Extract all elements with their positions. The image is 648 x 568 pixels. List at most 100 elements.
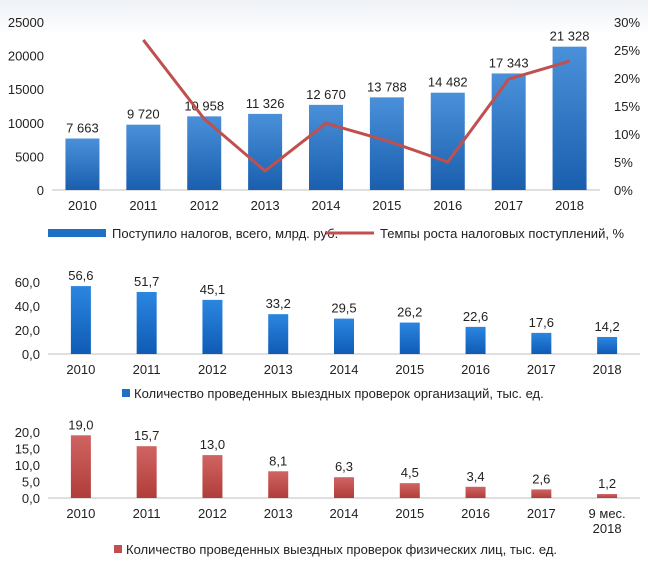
x-tick-label: 2010 xyxy=(66,506,95,521)
x-tick-label: 2018 xyxy=(555,198,584,213)
revenue-bar xyxy=(430,92,465,190)
bar-data-label: 3,4 xyxy=(467,469,485,484)
bar-data-label: 29,5 xyxy=(331,301,356,316)
bar-data-label: 22,6 xyxy=(463,309,488,324)
y-tick-label: 0 xyxy=(37,183,44,198)
tax-revenue-chart-panel: 0 5000 10000 15000 20000 25000 0% 5% 10% 15% 20% 25… xyxy=(0,0,648,250)
individual-audit-bar xyxy=(70,435,91,498)
x-tick-label: 2014 xyxy=(330,506,359,521)
x-tick-label: 2015 xyxy=(395,506,424,521)
organization-audit-bar xyxy=(268,314,289,354)
individual-audit-bar xyxy=(202,455,223,498)
x-tick-label-line: 2016 xyxy=(461,362,490,377)
organization-audits-chart-panel: 0,0 20,0 40,0 60,0 56,6 2010 51,7 2011 45,1 2012 3… xyxy=(0,262,648,402)
revenue-data-label: 21 328 xyxy=(550,29,590,44)
legend-label: Количество проведенных выездных проверок… xyxy=(126,542,557,557)
y-tick-label: 0,0 xyxy=(22,347,40,362)
x-tick-label-line: 2010 xyxy=(66,506,95,521)
x-tick-label-line: 2013 xyxy=(264,506,293,521)
organization-audit-bar xyxy=(202,299,223,354)
x-tick-label-line: 2016 xyxy=(461,506,490,521)
y2-tick-label: 20% xyxy=(614,71,640,86)
bar-data-label: 26,2 xyxy=(397,305,422,320)
y-tick-label: 20,0 xyxy=(15,425,40,440)
organization-audit-bar xyxy=(399,322,420,354)
legend-label-revenue: Поступило налогов, всего, млрд. руб. xyxy=(112,226,338,241)
x-tick-label-line: 2014 xyxy=(330,506,359,521)
revenue-data-label: 9 720 xyxy=(127,107,160,122)
x-tick-label: 2016 xyxy=(461,506,490,521)
y-tick-label: 15,0 xyxy=(15,442,40,457)
x-tick-label-line: 2011 xyxy=(133,506,161,521)
bar-data-label: 13,0 xyxy=(200,437,225,452)
x-tick-label: 2014 xyxy=(330,362,359,377)
bar-data-label: 14,2 xyxy=(594,319,619,334)
x-tick-label-line: 9 мес. xyxy=(589,506,626,521)
revenue-bar xyxy=(552,46,587,190)
x-tick-label-line: 2015 xyxy=(395,362,424,377)
x-tick-label-line: 2017 xyxy=(527,506,556,521)
x-tick-label: 2012 xyxy=(190,198,219,213)
x-tick-label: 2015 xyxy=(395,362,424,377)
x-tick-label: 2017 xyxy=(494,198,523,213)
y-tick-label: 60,0 xyxy=(15,275,40,290)
x-tick-label-line: 2014 xyxy=(330,362,359,377)
bar-data-label: 33,2 xyxy=(266,296,291,311)
x-tick-label: 2013 xyxy=(264,362,293,377)
y-tick-label: 5000 xyxy=(15,149,44,164)
bar-data-label: 19,0 xyxy=(68,417,93,432)
bar-data-label: 15,7 xyxy=(134,428,159,443)
x-tick-label: 2010 xyxy=(66,362,95,377)
y2-tick-label: 0% xyxy=(614,183,633,198)
bar-data-label: 2,6 xyxy=(532,471,550,486)
bar-data-label: 4,5 xyxy=(401,465,419,480)
x-tick-label: 2011 xyxy=(133,506,161,521)
x-tick-label: 2016 xyxy=(461,362,490,377)
revenue-bar xyxy=(309,104,343,190)
x-tick-label: 2015 xyxy=(372,198,401,213)
x-tick-label: 2012 xyxy=(198,362,227,377)
bar-data-label: 51,7 xyxy=(134,274,159,289)
x-tick-label: 2017 xyxy=(527,506,556,521)
y-tick-label: 40,0 xyxy=(15,299,40,314)
x-tick-label: 2016 xyxy=(433,198,462,213)
x-tick-label-line: 2018 xyxy=(593,521,622,536)
tax-revenue-chart: 0 5000 10000 15000 20000 25000 0% 5% 10% 15% 20% 25… xyxy=(8,15,641,241)
bar-data-label: 56,6 xyxy=(68,268,93,283)
x-tick-label-line: 2011 xyxy=(133,362,161,377)
x-tick-label: 2013 xyxy=(251,198,280,213)
x-tick-label: 2011 xyxy=(133,362,161,377)
y-tick-label: 20000 xyxy=(8,49,44,64)
x-tick-label: 2010 xyxy=(68,198,97,213)
y2-tick-label: 30% xyxy=(614,15,640,30)
organization-audit-bar xyxy=(334,318,354,354)
x-tick-label: 9 мес. 2018 xyxy=(589,506,626,536)
x-tick-label-line: 2012 xyxy=(198,362,227,377)
individual-audits-chart: 0,05,0 10,015,0 20,0 19,0 2010 15,7 2011 13,0 20… xyxy=(15,417,640,557)
x-tick-label-line: 2010 xyxy=(66,362,95,377)
legend-swatch xyxy=(122,389,130,397)
x-tick-label-line: 2013 xyxy=(264,362,293,377)
x-tick-label-line: 2018 xyxy=(593,362,622,377)
x-tick-label: 2011 xyxy=(129,198,157,213)
individual-audit-bar xyxy=(597,494,618,498)
bar-data-label: 17,6 xyxy=(529,315,554,330)
y2-tick-label: 15% xyxy=(614,99,640,114)
revenue-bar xyxy=(248,113,283,190)
revenue-bar xyxy=(65,138,100,190)
individual-audit-bar xyxy=(334,477,354,498)
individual-audit-bar xyxy=(465,486,486,498)
revenue-data-label: 17 343 xyxy=(489,55,529,70)
y-tick-label: 0,0 xyxy=(22,491,40,506)
organization-audit-bar xyxy=(597,336,618,354)
bar-data-label: 6,3 xyxy=(335,459,353,474)
legend-swatch xyxy=(114,545,122,553)
revenue-data-label: 11 326 xyxy=(246,96,285,111)
x-tick-label-line: 2012 xyxy=(198,506,227,521)
individual-audit-bar xyxy=(399,483,420,498)
organization-audit-bar xyxy=(136,291,157,354)
y2-tick-label: 5% xyxy=(614,155,633,170)
bar-data-label: 45,1 xyxy=(200,282,225,297)
y-tick-label: 25000 xyxy=(8,15,44,30)
organization-audits-chart: 0,0 20,0 40,0 60,0 56,6 2010 51,7 2011 45,1 2012 3… xyxy=(15,268,640,401)
